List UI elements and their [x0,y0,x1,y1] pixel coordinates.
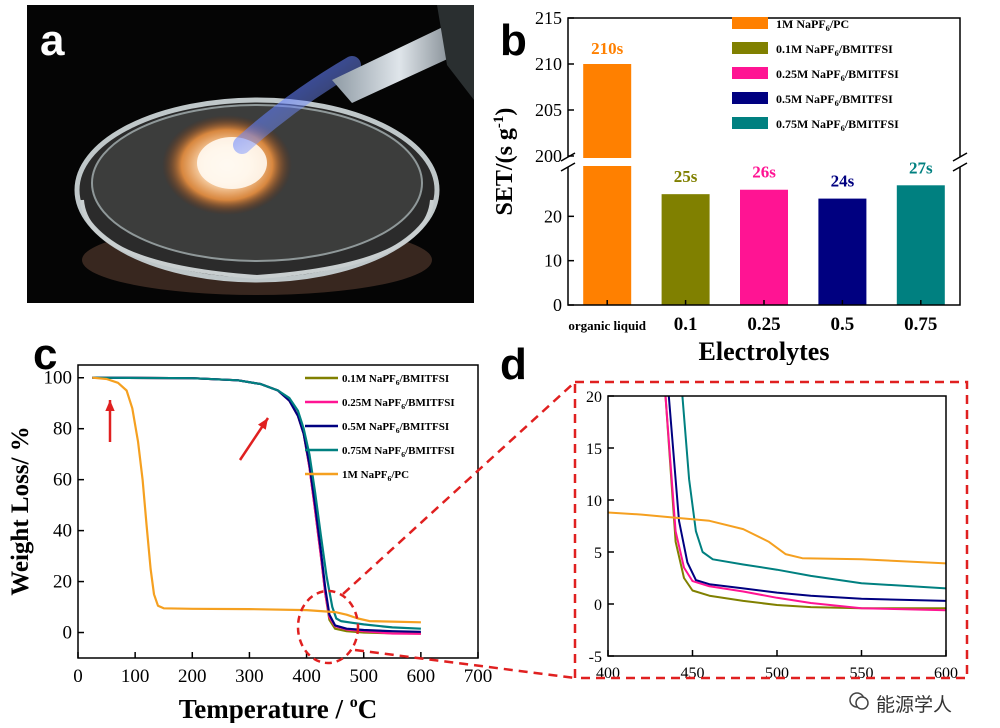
panel-label-a: a [40,16,65,65]
zoom-region-circle [296,589,360,665]
x-tick-label: 200 [178,666,207,687]
bar-3 [818,198,867,305]
x-tick-label: 600 [407,666,436,687]
y-tick-label: 20 [544,206,562,226]
value-label-0: 210s [591,39,624,58]
x-tick-label: 300 [235,666,264,687]
x-tick-label-1: 0.1 [674,314,698,335]
series-line-1 [664,396,946,612]
plot-frame [77,364,479,659]
x-tick-label: 700 [464,666,493,687]
y-tick-label: 215 [535,8,562,28]
y-tick-label: 15 [586,441,602,458]
x-tick-label: 600 [934,665,958,681]
value-label-1: 25s [674,167,698,186]
set-bar-chart: 210s organic liquid 25s 0.1 26s 0.25 24s 0.5 27s… [491,8,968,366]
tga-chart-panel: 0 100 200 300 400 500 600 700 0 20 40 60 80 100 Weight… [0,340,500,724]
y-tick-label: 210 [535,54,562,74]
zoom-chart-panel: 400 450 500 550 600 -5 0 5 10 15 20 [570,378,970,682]
legend-label-0: 0.1M NaPF6/BMITFSI [342,373,449,387]
value-label-4: 27s [909,158,933,177]
panel-label-d: d [500,340,527,389]
axis-break-mark [560,152,576,172]
panel-label-b: b [500,16,527,65]
watermark-text: 能源学人 [875,694,952,716]
y-tick-label: 200 [535,146,562,166]
series-line-0 [664,396,946,610]
bar-break-gap [581,158,634,166]
series-line-2 [667,396,946,602]
axis-frame-lower [567,167,961,306]
series-line-4 [92,376,421,624]
y-axis-label: SET/(s g-1) [491,108,518,216]
legend-label-4: 1M NaPF6/PC [342,469,409,483]
value-label-3: 24s [831,172,855,191]
x-tick-label-3: 0.5 [831,314,855,335]
value-label-2: 26s [752,163,776,182]
x-tick-label: 0 [73,666,83,687]
x-axis-label: Temperature / oC [179,694,377,723]
y-tick-label: 10 [544,251,562,271]
y-tick-label: 80 [53,419,72,440]
y-tick-label: 60 [53,470,72,491]
legend-swatch-0 [732,17,768,29]
y-tick-label: -5 [589,649,602,666]
zoom-frame [573,380,969,680]
legend-label-1: 0.1M NaPF6/BMITFSI [776,42,893,58]
wechat-icon [848,690,870,717]
arrow-head-0 [105,400,115,412]
legend-swatch-2 [732,67,768,79]
y-axis-label: Weight Loss/ % [7,426,34,595]
bar-4 [896,185,945,305]
tga-line-chart: 0 100 200 300 400 500 600 700 0 20 40 60 80 100 Weight… [7,364,493,724]
y-tick-label: 20 [586,389,602,406]
series-line-4 [608,511,946,565]
x-tick-label-2: 0.25 [747,314,780,335]
legend-label-3: 0.5M NaPF6/BMITFSI [776,92,893,108]
x-axis-label: Electrolytes [699,337,830,365]
x-tick-label: 500 [349,666,378,687]
legend-label-1: 0.25M NaPF6/BMITFSI [342,397,455,411]
y-tick-label: 20 [53,572,72,593]
petri-dish-photo [27,5,474,303]
y-tick-label: 0 [63,623,73,644]
legend-label-0: 1M NaPF6/PC [776,17,849,33]
arrow-head-1 [257,418,268,430]
axis-break-mark [952,152,968,172]
x-tick-label: 100 [121,666,150,687]
watermark: 能源学人 [848,690,952,717]
bar-0 [583,64,632,162]
y-tick-label: 205 [535,100,562,120]
y-tick-label: 40 [53,521,72,542]
photo-panel [27,5,474,303]
y-tick-label: 0 [553,295,562,315]
bar-chart-panel: 210s organic liquid 25s 0.1 26s 0.25 24s 0.5 27s… [480,0,1000,366]
y-tick-label: 0 [594,597,602,614]
panel-label-c: c [33,330,58,379]
legend-label-4: 0.75M NaPF6/BMITFSI [776,117,899,133]
y-tick-label: 10 [586,493,602,510]
series-line-3 [681,396,946,590]
series-line-3 [92,376,421,630]
bar-0-lower [583,166,632,305]
legend-label-2: 0.25M NaPF6/BMITFSI [776,67,899,83]
x-tick-label-4: 0.75 [904,314,937,335]
legend-swatch-4 [732,117,768,129]
legend-label-3: 0.75M NaPF6/BMITFSI [342,445,455,459]
x-tick-label: 400 [292,666,321,687]
x-tick-label-0: organic liquid [568,318,646,333]
legend-swatch-3 [732,92,768,104]
bar-1 [661,194,710,305]
y-tick-label: 100 [44,368,73,389]
legend-label-2: 0.5M NaPF6/BMITFSI [342,421,449,435]
bar-2 [740,189,788,305]
legend-swatch-1 [732,42,768,54]
y-tick-label: 5 [594,545,602,562]
